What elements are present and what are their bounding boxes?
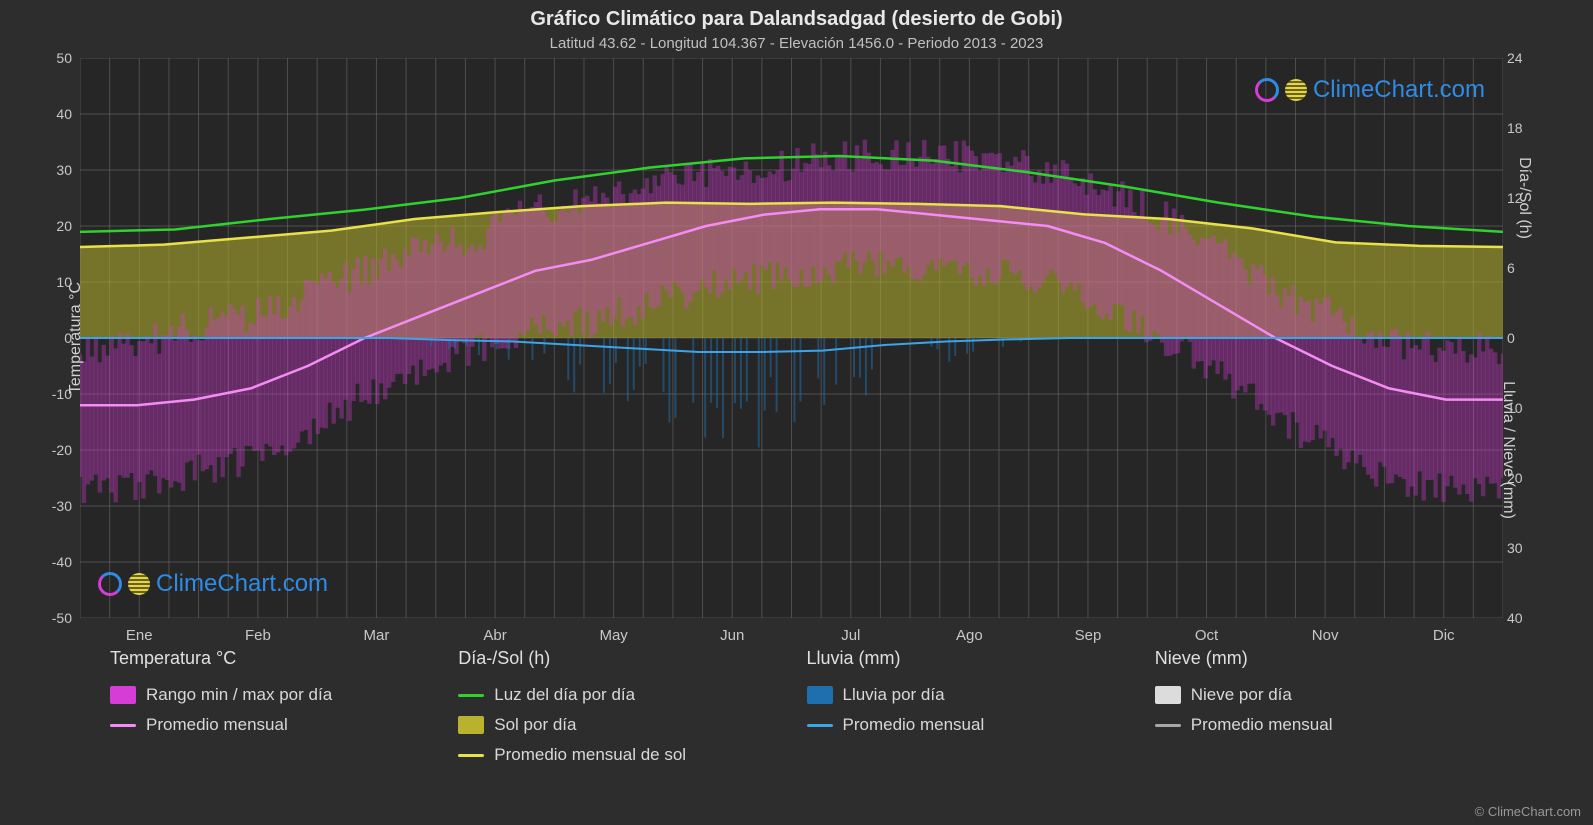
legend-header: Nieve (mm) [1155, 648, 1503, 669]
x-tick-month: Dic [1433, 627, 1455, 644]
x-tick-month: Jul [841, 627, 860, 644]
y-tick-left: 20 [42, 218, 72, 234]
x-tick-month: Jun [720, 627, 744, 644]
legend-item: Nieve por día [1155, 685, 1503, 705]
chart-area: ClimeChart.com ClimeChart.com Temperatur… [80, 58, 1503, 618]
y-tick-right: 0 [1507, 330, 1537, 346]
plot-area: ClimeChart.com ClimeChart.com [80, 58, 1503, 618]
y-tick-left: 0 [42, 330, 72, 346]
x-tick-month: May [599, 627, 627, 644]
legend-header: Día-/Sol (h) [458, 648, 806, 669]
y-tick-left: 50 [42, 50, 72, 66]
copyright: © ClimeChart.com [1475, 804, 1581, 819]
watermark-top-right: ClimeChart.com [1255, 76, 1485, 104]
y-tick-right: 40 [1507, 610, 1537, 626]
y-tick-left: -20 [42, 442, 72, 458]
logo-sun-icon [128, 573, 150, 595]
y-tick-left: 30 [42, 162, 72, 178]
x-tick-month: Ago [956, 627, 983, 644]
legend-item: Promedio mensual [1155, 715, 1503, 735]
legend-swatch [1155, 686, 1181, 704]
legend-swatch [458, 754, 484, 757]
legend-item: Promedio mensual [807, 715, 1155, 735]
y-tick-right: 20 [1507, 470, 1537, 486]
legend-label: Promedio mensual de sol [494, 745, 686, 765]
x-tick-month: Oct [1195, 627, 1218, 644]
legend-column: Lluvia (mm) Lluvia por día Promedio mensua… [807, 648, 1155, 765]
y-tick-left: -40 [42, 554, 72, 570]
logo-sun-icon [1285, 79, 1307, 101]
legend-swatch [458, 716, 484, 734]
legend-header: Temperatura °C [110, 648, 458, 669]
legend-swatch [458, 694, 484, 697]
y-tick-right: 12 [1507, 190, 1537, 206]
y-tick-left: -50 [42, 610, 72, 626]
chart-subtitle: Latitud 43.62 - Longitud 104.367 - Eleva… [0, 31, 1593, 58]
watermark-text: ClimeChart.com [156, 570, 328, 598]
legend-column: Día-/Sol (h) Luz del día por día Sol por d… [458, 648, 806, 765]
legend-label: Nieve por día [1191, 685, 1292, 705]
legend-label: Sol por día [494, 715, 576, 735]
plot-svg [80, 58, 1503, 618]
x-tick-month: Mar [364, 627, 390, 644]
legend-swatch [110, 724, 136, 727]
legend-label: Promedio mensual [1191, 715, 1333, 735]
legend-column: Temperatura °C Rango min / max por día Pro… [110, 648, 458, 765]
legend-label: Luz del día por día [494, 685, 635, 705]
logo-circle-icon [1255, 78, 1279, 102]
legend-item: Promedio mensual de sol [458, 745, 806, 765]
logo-circle-icon [98, 572, 122, 596]
x-tick-month: Feb [245, 627, 271, 644]
legend-swatch [807, 686, 833, 704]
legend-item: Lluvia por día [807, 685, 1155, 705]
watermark-text: ClimeChart.com [1313, 76, 1485, 104]
legend-header: Lluvia (mm) [807, 648, 1155, 669]
y-tick-left: -10 [42, 386, 72, 402]
legend-swatch [1155, 724, 1181, 727]
legend-item: Rango min / max por día [110, 685, 458, 705]
x-tick-month: Abr [483, 627, 506, 644]
y-tick-right: 24 [1507, 50, 1537, 66]
legend-item: Promedio mensual [110, 715, 458, 735]
y-tick-left: 10 [42, 274, 72, 290]
y-tick-right: 30 [1507, 540, 1537, 556]
legend-label: Lluvia por día [843, 685, 945, 705]
legend-swatch [110, 686, 136, 704]
y-tick-right: 10 [1507, 400, 1537, 416]
y-tick-left: 40 [42, 106, 72, 122]
watermark-bottom-left: ClimeChart.com [98, 570, 328, 598]
legend-label: Promedio mensual [146, 715, 288, 735]
legend-label: Promedio mensual [843, 715, 985, 735]
legend-item: Luz del día por día [458, 685, 806, 705]
legend-label: Rango min / max por día [146, 685, 332, 705]
legend-column: Nieve (mm) Nieve por día Promedio mensual [1155, 648, 1503, 765]
legend-item: Sol por día [458, 715, 806, 735]
chart-title: Gráfico Climático para Dalandsadgad (des… [0, 0, 1593, 31]
y-tick-left: -30 [42, 498, 72, 514]
x-tick-month: Sep [1075, 627, 1102, 644]
legend-swatch [807, 724, 833, 727]
legend: Temperatura °C Rango min / max por día Pro… [0, 618, 1593, 775]
x-tick-month: Nov [1312, 627, 1339, 644]
x-tick-month: Ene [126, 627, 153, 644]
y-tick-right: 6 [1507, 260, 1537, 276]
y-tick-right: 18 [1507, 120, 1537, 136]
